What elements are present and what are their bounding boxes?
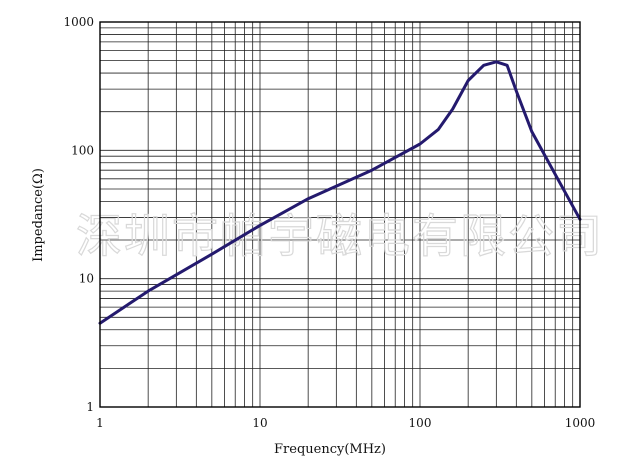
y-axis-label: Impedance(Ω) xyxy=(31,168,46,262)
x-tick-label: 100 xyxy=(409,416,432,430)
x-tick-label: 10 xyxy=(252,416,267,430)
plot-frame xyxy=(99,21,581,408)
y-tick-labels: 1 10 100 1000 xyxy=(63,15,94,414)
x-tick-labels: 1 10 100 1000 xyxy=(96,416,595,430)
y-tick-label: 100 xyxy=(71,143,94,157)
y-tick-label: 1000 xyxy=(63,15,94,29)
x-tick-label: 1000 xyxy=(565,416,596,430)
plot-series xyxy=(98,60,582,325)
x-tick-label: 1 xyxy=(96,416,104,430)
grid-lines xyxy=(100,22,580,407)
y-tick-label: 1 xyxy=(86,400,94,414)
y-tick-label: 10 xyxy=(79,272,94,286)
x-axis-label: Frequency(MHz) xyxy=(274,442,386,457)
impedance-curve xyxy=(98,60,582,325)
watermark-text: 深圳市帕宇磁电有限公司 xyxy=(76,209,604,263)
